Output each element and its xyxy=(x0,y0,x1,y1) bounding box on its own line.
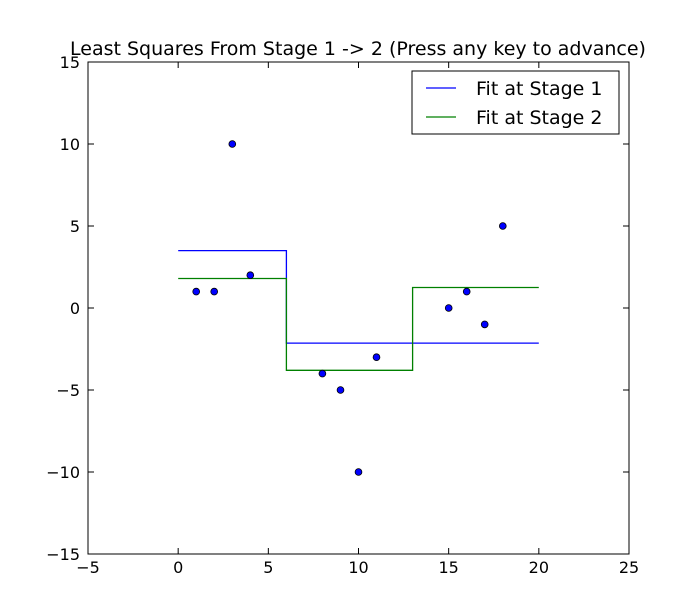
y-tick-label: 15 xyxy=(60,53,80,72)
scatter-point xyxy=(318,369,327,378)
y-tick-label: 10 xyxy=(60,135,80,154)
x-tick-label: 15 xyxy=(438,558,458,577)
scatter-point xyxy=(372,353,381,362)
x-tick-label: 25 xyxy=(619,558,639,577)
series-layer xyxy=(178,249,539,371)
x-tick-label: 0 xyxy=(173,558,183,577)
scatter-point xyxy=(354,468,363,476)
legend: Fit at Stage 1 Fit at Stage 2 xyxy=(411,70,620,135)
y-tick-label: 0 xyxy=(70,299,80,318)
axis-ticks-layer: −5 0 5 10 15 20 25 −15 −10 −5 0 5 10 15 xyxy=(46,53,639,577)
legend-box xyxy=(411,70,620,135)
chart-title: Least Squares From Stage 1 -> 2 (Press a… xyxy=(70,38,646,60)
scatter-point xyxy=(498,222,507,230)
legend-label-1: Fit at Stage 1 xyxy=(476,78,602,100)
x-tick-label: 5 xyxy=(263,558,273,577)
scatter-points-layer xyxy=(192,140,507,476)
scatter-point xyxy=(444,304,453,312)
scatter-point xyxy=(228,140,237,148)
x-tick-label: 10 xyxy=(348,558,368,577)
scatter-point xyxy=(210,287,219,296)
scatter-point xyxy=(192,287,201,296)
scatter-point xyxy=(246,271,255,280)
x-tick-label: 20 xyxy=(529,558,549,577)
y-tick-label: −10 xyxy=(46,463,80,482)
scatter-point xyxy=(462,287,471,296)
y-tick-label: −5 xyxy=(56,381,80,400)
plot-area-background xyxy=(88,62,629,554)
scatter-point xyxy=(336,386,345,394)
series-line-2 xyxy=(178,277,539,371)
y-tick-label: 5 xyxy=(70,217,80,236)
plot-frame xyxy=(87,61,630,555)
legend-label-2: Fit at Stage 2 xyxy=(476,107,602,129)
y-tick-label: −15 xyxy=(46,545,80,564)
scatter-point xyxy=(480,320,489,329)
x-tick-label: −5 xyxy=(76,558,100,577)
